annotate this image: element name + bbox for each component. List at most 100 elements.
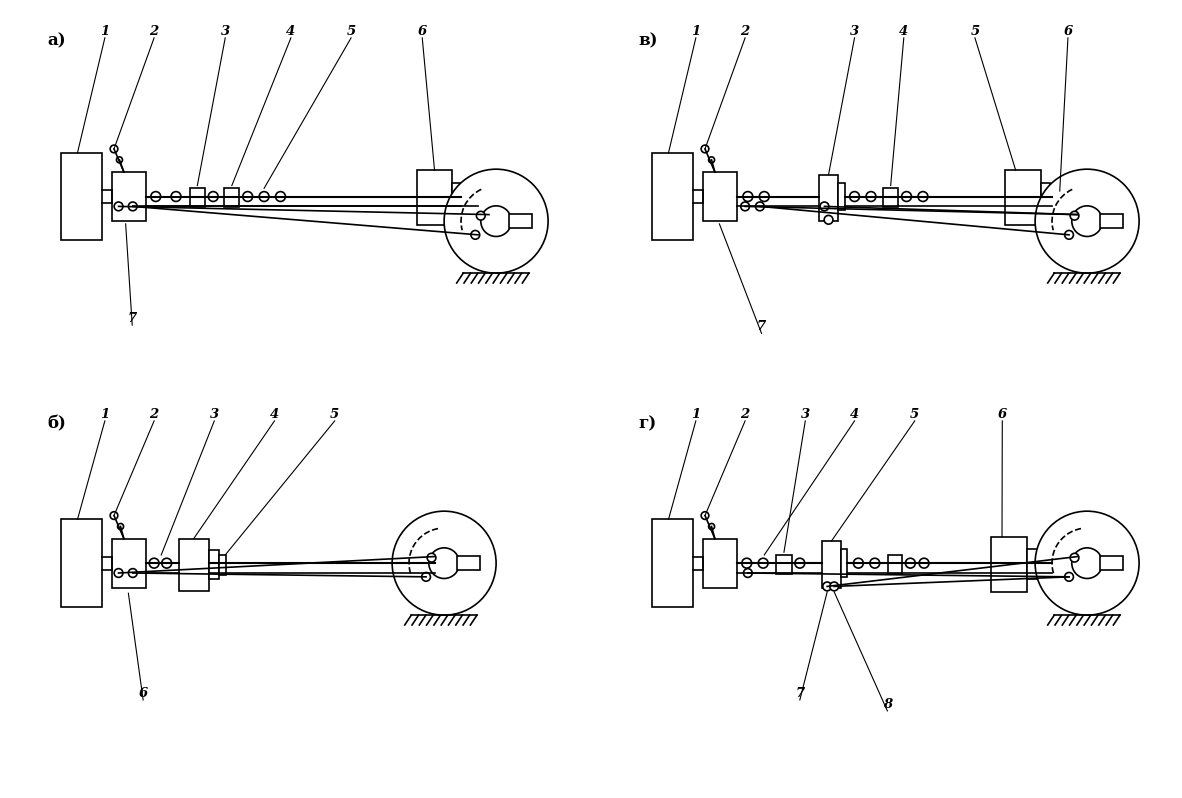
Circle shape — [905, 559, 915, 568]
Text: 5: 5 — [970, 25, 980, 38]
Circle shape — [115, 569, 123, 578]
Circle shape — [1035, 169, 1139, 273]
Text: б): б) — [47, 415, 66, 433]
Circle shape — [870, 559, 879, 568]
Circle shape — [149, 559, 160, 568]
Bar — [992, 537, 1027, 591]
Bar — [189, 188, 204, 207]
Bar — [453, 183, 462, 213]
Circle shape — [708, 523, 715, 530]
Circle shape — [743, 192, 753, 201]
Circle shape — [918, 192, 928, 201]
Circle shape — [1065, 231, 1073, 239]
Circle shape — [110, 512, 118, 519]
Bar — [61, 152, 102, 240]
Text: 1: 1 — [691, 408, 701, 421]
Text: 6: 6 — [138, 687, 148, 700]
Text: 1: 1 — [100, 25, 110, 38]
Text: в): в) — [638, 32, 658, 49]
Circle shape — [701, 145, 709, 152]
Circle shape — [920, 559, 929, 568]
Text: 5: 5 — [910, 408, 920, 421]
Bar — [462, 187, 469, 208]
Bar — [178, 539, 209, 591]
Circle shape — [820, 202, 829, 211]
Circle shape — [242, 192, 253, 201]
Circle shape — [1070, 211, 1079, 220]
Circle shape — [171, 192, 181, 201]
Text: 7: 7 — [756, 320, 766, 334]
Circle shape — [708, 157, 715, 163]
Bar — [1027, 549, 1037, 579]
Text: г): г) — [638, 415, 657, 433]
Circle shape — [1072, 548, 1103, 579]
Circle shape — [470, 231, 480, 239]
Circle shape — [429, 548, 460, 579]
Bar — [838, 183, 845, 210]
Bar — [61, 519, 102, 607]
Text: 3: 3 — [800, 408, 810, 421]
Circle shape — [1070, 553, 1079, 562]
Circle shape — [422, 572, 430, 581]
Circle shape — [823, 582, 832, 591]
Text: а): а) — [47, 32, 66, 49]
Circle shape — [427, 553, 436, 562]
Bar — [1005, 170, 1040, 225]
Text: 6: 6 — [998, 408, 1007, 421]
Bar — [1037, 554, 1044, 575]
Bar — [225, 188, 240, 207]
Circle shape — [259, 192, 269, 201]
Bar — [219, 555, 226, 575]
Bar — [821, 541, 840, 588]
Circle shape — [208, 192, 219, 201]
Bar — [209, 551, 219, 579]
Bar — [456, 556, 480, 571]
Bar — [1099, 214, 1123, 228]
Circle shape — [830, 582, 838, 591]
Circle shape — [481, 206, 512, 236]
Bar — [508, 214, 532, 228]
Text: 4: 4 — [269, 408, 279, 421]
Bar — [112, 172, 145, 221]
Circle shape — [392, 512, 496, 615]
Text: 4: 4 — [900, 25, 909, 38]
Bar — [112, 539, 145, 588]
Circle shape — [853, 559, 863, 568]
Text: 2: 2 — [149, 25, 158, 38]
Circle shape — [743, 569, 752, 578]
Text: 2: 2 — [149, 408, 158, 421]
Bar — [889, 555, 902, 574]
Bar — [703, 172, 736, 221]
Bar — [1040, 183, 1051, 213]
Circle shape — [162, 559, 171, 568]
Text: 2: 2 — [740, 408, 749, 421]
Bar — [1099, 556, 1123, 571]
Circle shape — [902, 192, 911, 201]
Circle shape — [117, 157, 123, 163]
Circle shape — [129, 569, 137, 578]
Circle shape — [476, 211, 485, 220]
Circle shape — [824, 215, 833, 224]
Text: 5: 5 — [346, 25, 356, 38]
Circle shape — [701, 512, 709, 519]
Circle shape — [151, 192, 161, 201]
Bar — [652, 519, 693, 607]
Circle shape — [110, 145, 118, 152]
Circle shape — [1035, 512, 1139, 615]
Bar — [883, 188, 898, 207]
Text: 4: 4 — [850, 408, 859, 421]
Circle shape — [742, 559, 752, 568]
Circle shape — [129, 202, 137, 211]
Text: 2: 2 — [740, 25, 749, 38]
Bar — [840, 550, 847, 577]
Text: 8: 8 — [883, 698, 892, 711]
Text: 6: 6 — [417, 25, 427, 38]
Bar — [435, 553, 442, 575]
Circle shape — [795, 559, 805, 568]
Text: 1: 1 — [691, 25, 701, 38]
Circle shape — [117, 523, 124, 530]
Text: 5: 5 — [330, 408, 339, 421]
Text: 7: 7 — [795, 687, 805, 700]
Bar — [819, 175, 838, 221]
Circle shape — [755, 202, 765, 211]
